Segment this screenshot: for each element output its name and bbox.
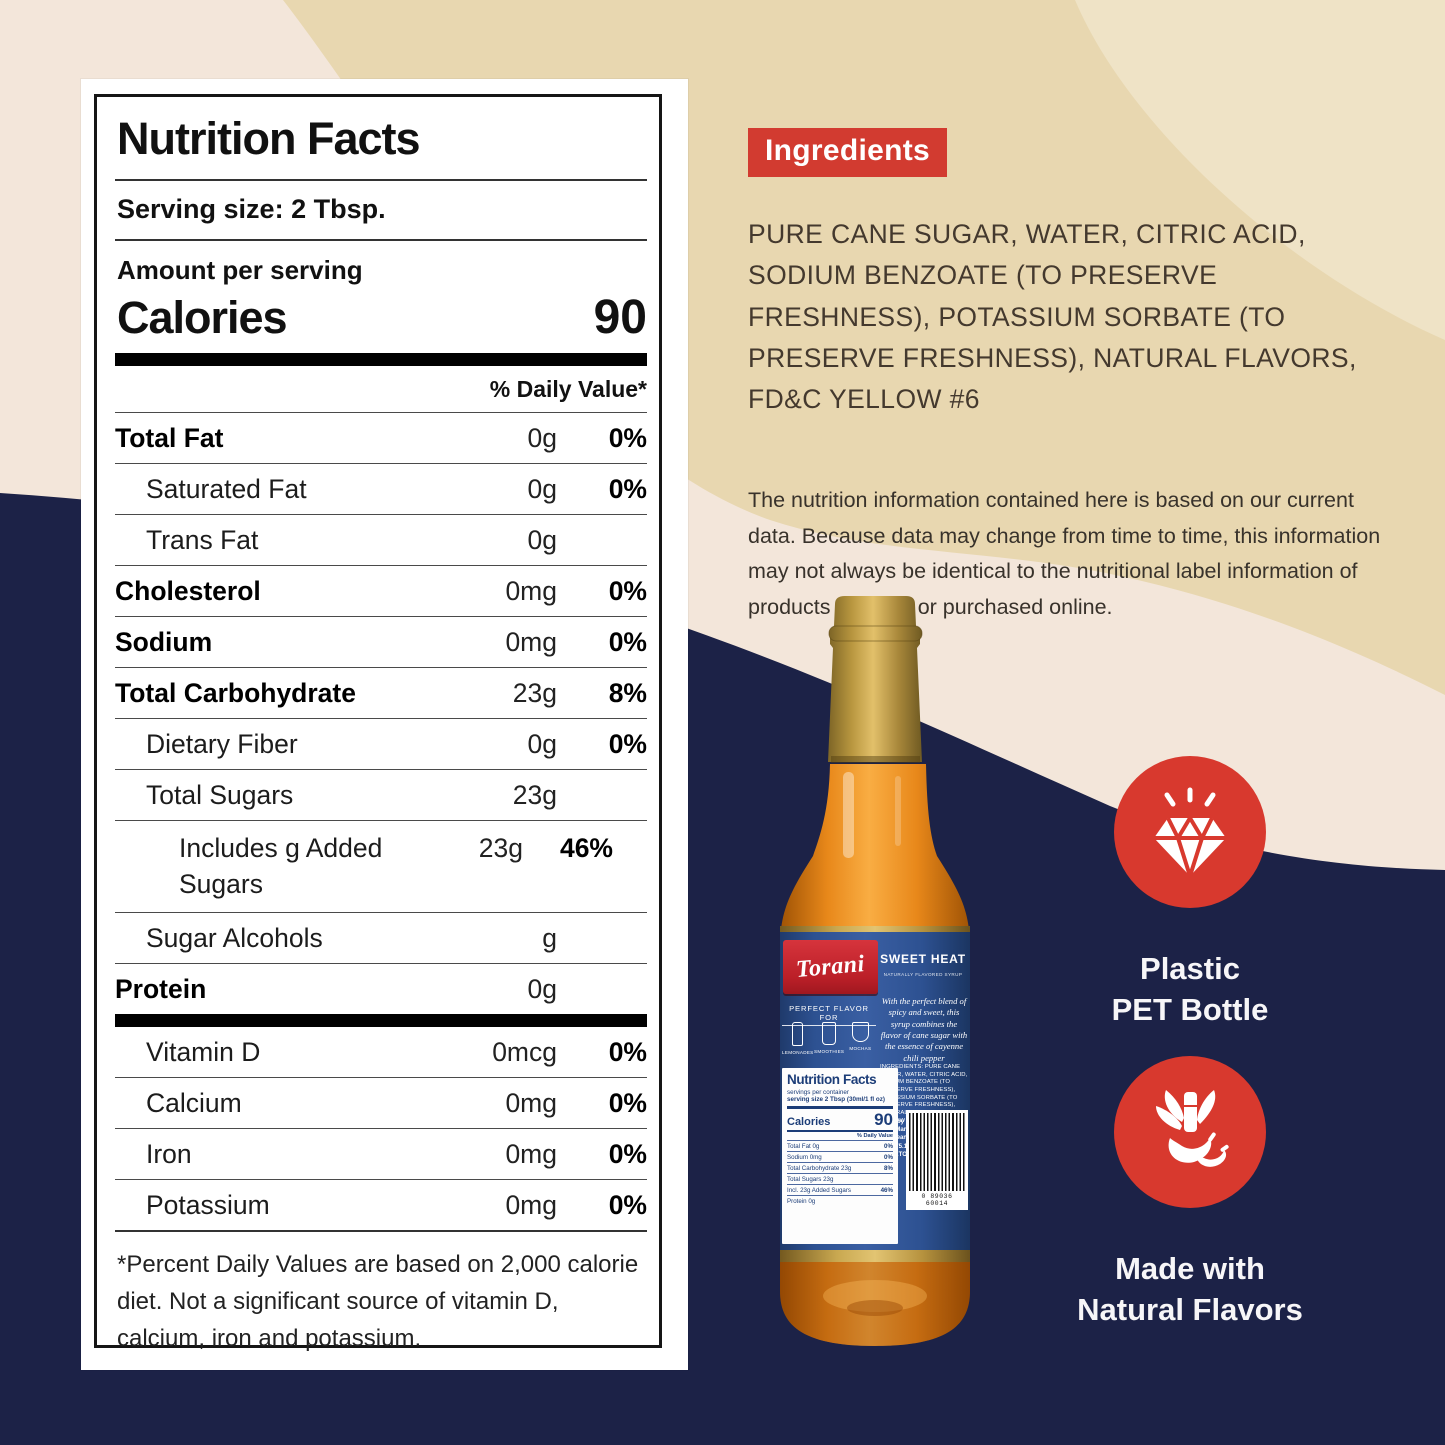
torani-logo: Torani bbox=[795, 950, 866, 983]
nutrient-row-dietary-fiber: Dietary Fiber 0g 0% bbox=[115, 718, 647, 769]
calories-row: Calories 90 bbox=[115, 288, 647, 353]
mini-row: Sodium 0mg 0% bbox=[787, 1151, 893, 1162]
lemonade-glass-icon bbox=[792, 1022, 804, 1046]
divider bbox=[115, 239, 647, 241]
use-lemonades: LEMONADES bbox=[782, 1022, 814, 1055]
torani-logo-badge: Torani bbox=[783, 940, 878, 994]
barcode-bars bbox=[909, 1113, 965, 1191]
divider bbox=[115, 1229, 647, 1232]
label-gold-band-bottom bbox=[780, 1250, 970, 1262]
nutrient-row-added-sugars: Includes g Added Sugars 23g 46% bbox=[115, 820, 647, 912]
use-mochas: MOCHAS bbox=[845, 1022, 876, 1055]
feature-natural-flavors: Made with Natural Flavors bbox=[1070, 1056, 1310, 1330]
mini-calories-row: Calories 90 bbox=[787, 1106, 893, 1130]
neck-highlight bbox=[843, 772, 854, 858]
background-tan-light-corner bbox=[1075, 0, 1445, 340]
sugarcane-chili-icon-circle bbox=[1114, 1056, 1266, 1208]
flavor-description: With the perfect blend of spicy and swee… bbox=[880, 996, 968, 1063]
ingredients-text: PURE CANE SUGAR, WATER, CITRIC ACID, SOD… bbox=[748, 219, 1357, 415]
nutrition-facts-title: Nutrition Facts bbox=[117, 113, 421, 164]
neck-highlight-2 bbox=[895, 776, 901, 846]
barcode: 0 89036 60014 bbox=[906, 1110, 968, 1210]
perfect-flavor-for-heading: PERFECT FLAVOR FOR bbox=[782, 1004, 876, 1026]
cap-bottom-shadow bbox=[831, 756, 920, 763]
nutrient-row-vitamin-d: Vitamin D 0mcg 0% bbox=[146, 1036, 647, 1067]
divider bbox=[115, 179, 647, 181]
flavor-name: Sweet Heat bbox=[880, 952, 966, 966]
nutrition-footnote: *Percent Daily Values are based on 2,000… bbox=[117, 1250, 639, 1352]
smoothie-cup-icon bbox=[822, 1022, 837, 1045]
nutrient-row-total-fat: Total Fat 0g 0% bbox=[115, 412, 647, 463]
nutrient-row-sugar-alcohols: Sugar Alcohols g bbox=[115, 911, 647, 963]
mini-row: Protein 0g bbox=[787, 1195, 893, 1206]
serving-size: Serving size: 2 Tbsp. bbox=[117, 194, 386, 224]
nutrition-facts-panel: Nutrition Facts Serving size: 2 Tbsp. Am… bbox=[81, 79, 688, 1370]
nutrition-disclaimer: The nutrition information contained here… bbox=[748, 487, 1381, 620]
mini-nutrition-facts: Nutrition Facts servings per container s… bbox=[782, 1068, 898, 1244]
ingredients-section: Ingredients PURE CANE SUGAR, WATER, CITR… bbox=[748, 128, 1398, 626]
nutrient-row-cholesterol: Cholesterol 0mg 0% bbox=[115, 565, 647, 616]
flavor-subtitle: NATURALLY FLAVORED SYRUP bbox=[883, 972, 963, 977]
amount-per-serving: Amount per serving bbox=[117, 255, 363, 285]
use-smoothies: SMOOTHIES bbox=[814, 1022, 845, 1055]
bottle-base-shadow bbox=[780, 1258, 970, 1346]
daily-value-header: % Daily Value* bbox=[489, 376, 647, 402]
nutrition-facts-border: Nutrition Facts Serving size: 2 Tbsp. Am… bbox=[94, 94, 662, 1352]
mini-row: Total Sugars 23g bbox=[787, 1173, 893, 1184]
bottle-cap bbox=[828, 596, 922, 762]
feature-pet-bottle-label: Plastic PET Bottle bbox=[1111, 951, 1269, 1028]
nutrient-row-total-sugars: Total Sugars 23g bbox=[115, 769, 647, 820]
bottle-base-highlight bbox=[823, 1280, 927, 1312]
nutrient-row-protein: Protein 0g bbox=[115, 962, 647, 1014]
mini-row: Total Fat 0g 0% bbox=[787, 1140, 893, 1151]
thick-divider bbox=[115, 353, 647, 366]
mini-row: Total Carbohydrate 23g 8% bbox=[787, 1162, 893, 1173]
thick-divider bbox=[115, 1013, 647, 1027]
product-bottle: Torani Sweet Heat NATURALLY FLAVORED SYR… bbox=[775, 596, 975, 1356]
diamond-icon-circle bbox=[1114, 756, 1266, 908]
label-gold-stripe-top bbox=[780, 926, 970, 932]
nutrient-row-saturated-fat: Saturated Fat 0g 0% bbox=[115, 463, 647, 514]
bottle-base-ring bbox=[847, 1300, 903, 1316]
nutrient-row-total-carbohydrate: Total Carbohydrate 23g 8% bbox=[115, 667, 647, 718]
nutrient-row-iron: Iron 0mg 0% bbox=[115, 1127, 647, 1179]
feature-natural-flavors-label: Made with Natural Flavors bbox=[1077, 1251, 1303, 1328]
calories-label: Calories bbox=[117, 292, 288, 343]
barcode-digits: 0 89036 60014 bbox=[921, 1193, 953, 1207]
calories-value: 90 bbox=[593, 291, 647, 344]
ingredients-heading-badge: Ingredients bbox=[748, 128, 947, 177]
nutrient-row-calcium: Calcium 0mg 0% bbox=[115, 1076, 647, 1128]
nutrient-row-potassium: Potassium 0mg 0% bbox=[115, 1178, 647, 1230]
use-icons-row: LEMONADES SMOOTHIES MOCHAS bbox=[782, 1022, 876, 1055]
cap-ring bbox=[828, 625, 923, 642]
sugarcane-chili-icon bbox=[1156, 1090, 1229, 1167]
feature-pet-bottle: Plastic PET Bottle bbox=[1095, 756, 1285, 1030]
nutrient-row-trans-fat: Trans Fat 0g bbox=[115, 514, 647, 565]
nutrient-row-sodium: Sodium 0mg 0% bbox=[115, 616, 647, 667]
diamond-icon bbox=[1154, 787, 1226, 878]
bottle-label: Torani Sweet Heat NATURALLY FLAVORED SYR… bbox=[780, 932, 970, 1250]
mocha-mug-icon bbox=[851, 1022, 869, 1042]
mini-row: Incl. 23g Added Sugars 46% bbox=[787, 1184, 893, 1195]
